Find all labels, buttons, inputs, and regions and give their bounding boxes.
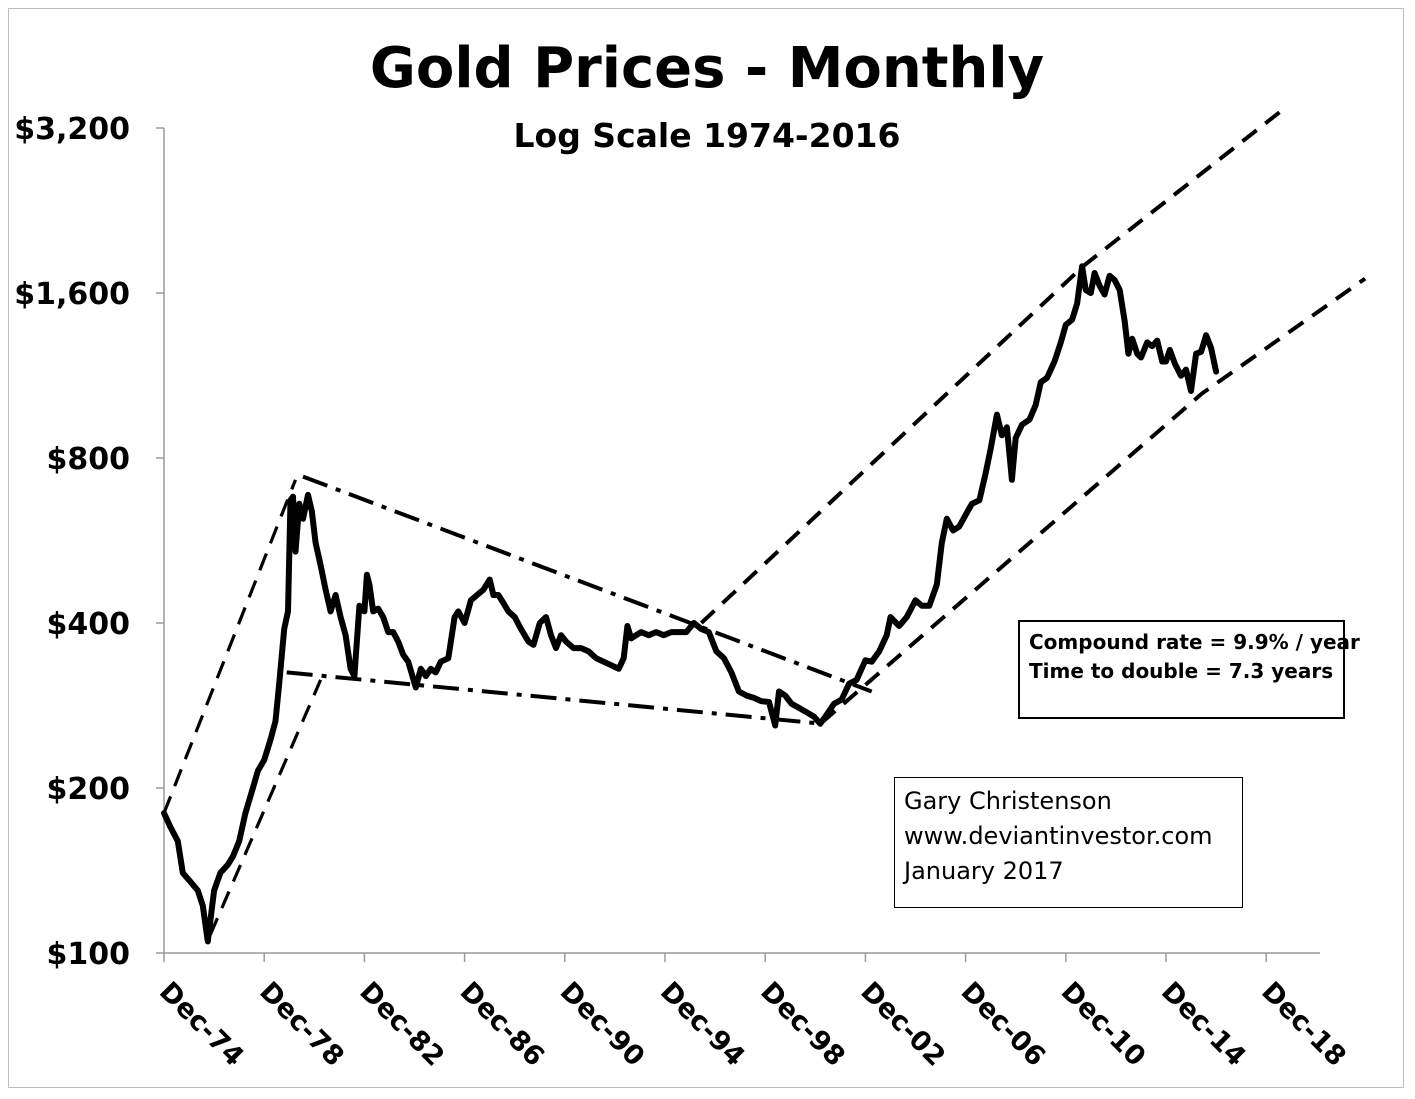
trendline-dashed — [208, 679, 323, 936]
price-line — [161, 263, 1220, 945]
y-tick-label: $200 — [47, 772, 131, 807]
x-tick-label: Dec-98 — [754, 976, 851, 1073]
author-name: Gary Christenson — [904, 787, 1112, 815]
x-tick-label: Dec-78 — [253, 976, 350, 1073]
x-tick-label: Dec-06 — [955, 976, 1052, 1073]
trendline-dashed — [820, 276, 1367, 725]
x-tick-label: Dec-74 — [153, 976, 250, 1073]
trendline-dashed — [162, 479, 297, 814]
trendline-dashed — [699, 106, 1287, 625]
publication-date: January 2017 — [904, 857, 1064, 885]
x-tick-label: Dec-90 — [554, 976, 651, 1073]
y-tick-label: $1,600 — [14, 277, 130, 312]
x-tick-label: Dec-86 — [454, 976, 551, 1073]
y-tick-label: $100 — [47, 937, 131, 972]
trendline-dashdot — [286, 670, 822, 726]
x-tick-label: Dec-18 — [1255, 976, 1352, 1073]
compound-rate-text: Compound rate = 9.9% / year — [1029, 630, 1360, 654]
series-group — [161, 106, 1367, 945]
x-tick-label: Dec-82 — [353, 976, 450, 1073]
compound-rate-box: Compound rate = 9.9% / year Time to doub… — [1018, 620, 1360, 719]
x-tick-label: Dec-02 — [854, 976, 951, 1073]
trendline-dashdot — [302, 474, 873, 694]
y-tick-label: $400 — [47, 607, 131, 642]
x-tick-label: Dec-10 — [1055, 976, 1152, 1073]
x-tick-label: Dec-14 — [1155, 976, 1252, 1073]
chart-title: Gold Prices - Monthly — [370, 36, 1044, 101]
axes: $100 $200 $400 $800 $1,600 $3,200 Dec-74 Dec-78… — [14, 112, 1352, 1073]
x-tick-label: Dec-94 — [654, 976, 751, 1073]
chart-subtitle: Log Scale 1974-2016 — [514, 116, 901, 155]
doubling-time-text: Time to double = 7.3 years — [1029, 659, 1334, 683]
chart-frame — [8, 8, 1404, 1088]
author-website: www.deviantinvestor.com — [904, 822, 1213, 850]
y-tick-label: $800 — [47, 442, 131, 477]
author-box: Gary Christenson www.deviantinvestor.com… — [894, 777, 1243, 908]
y-tick-label: $3,200 — [14, 112, 130, 147]
